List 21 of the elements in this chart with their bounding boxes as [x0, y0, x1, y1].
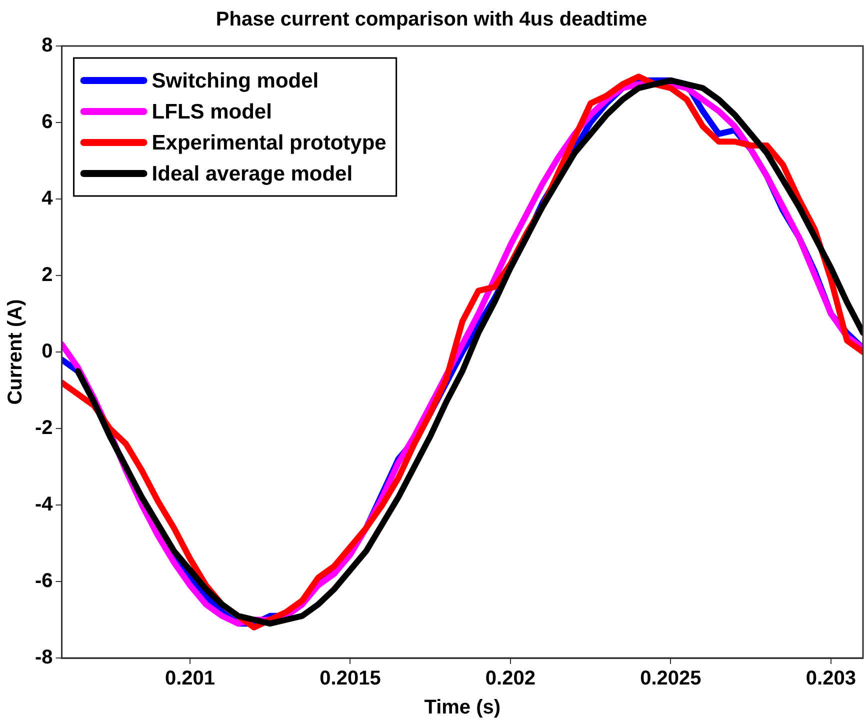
- legend-label: LFLS model: [152, 100, 272, 124]
- legend-label: Switching model: [152, 69, 319, 92]
- legend-label: Experimental prototype: [152, 131, 386, 154]
- x-axis-title: Time (s): [424, 696, 501, 719]
- y-tick-label: -4: [34, 494, 54, 516]
- y-tick-label: -8: [34, 646, 53, 669]
- x-tick-label: 0.201: [164, 668, 216, 690]
- y-tick-label: -2: [34, 417, 53, 440]
- y-tick-label: -6: [34, 570, 53, 592]
- y-tick-label: 8: [42, 34, 53, 57]
- chart-title: Phase current comparison with 4us deadtime: [216, 8, 648, 31]
- y-axis-title: Current (A): [4, 299, 27, 405]
- x-tick-label: 0.203: [806, 668, 856, 690]
- legend-label: Ideal average model: [152, 162, 353, 186]
- y-tick-label: 6: [42, 111, 53, 134]
- y-tick-label: 4: [42, 188, 54, 210]
- x-tick-label: 0.202: [485, 668, 536, 690]
- x-tick-label: 0.2025: [640, 668, 702, 690]
- x-tick-label: 0.2015: [320, 668, 381, 690]
- y-tick-label: 0: [42, 340, 53, 363]
- y-tick-label: 2: [42, 264, 53, 286]
